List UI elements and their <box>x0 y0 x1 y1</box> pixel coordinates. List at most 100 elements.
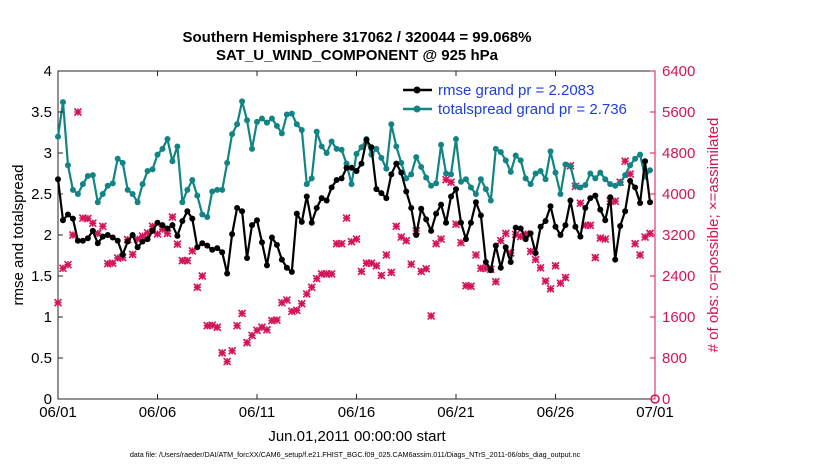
obs-assimilated-point <box>213 323 222 332</box>
totalspread-point <box>273 122 280 129</box>
y-tick-label-left: 3.5 <box>31 104 52 121</box>
rmse-point <box>179 218 186 225</box>
totalspread-point <box>199 211 206 218</box>
totalspread-point <box>647 167 654 174</box>
axes-layer: 0 0.5 1 1.5 2 2.5 3 3.5 4 0 800 1600 2400 3200 4000 480… <box>31 63 695 421</box>
rmse-point <box>229 231 236 238</box>
rmse-point <box>84 235 91 242</box>
totalspread-point <box>263 119 270 126</box>
obs-assimilated-point <box>392 222 401 231</box>
obs-assimilated-point <box>218 348 227 357</box>
rmse-point <box>562 222 569 229</box>
totalspread-point <box>532 170 539 177</box>
rmse-point <box>637 200 644 207</box>
obs-assimilated-point <box>541 277 550 286</box>
rmse-point <box>134 244 141 251</box>
totalspread-point <box>283 111 290 118</box>
rmse-point <box>502 244 509 251</box>
rmse-point <box>477 212 484 219</box>
rmse-point <box>398 169 405 176</box>
totalspread-point <box>562 161 569 168</box>
rmse-point <box>358 160 365 167</box>
rmse-point <box>189 215 196 222</box>
totalspread-point <box>139 181 146 188</box>
totalspread-point <box>64 162 71 169</box>
totalspread-point <box>164 136 171 143</box>
obs-assimilated-point <box>193 283 202 292</box>
totalspread-point <box>433 180 440 187</box>
totalspread-point <box>338 146 345 153</box>
x-axis-label: Jun.01,2011 00:00:00 start <box>268 428 446 445</box>
chart-title-line1: Southern Hemisphere 317062 / 320044 = 99… <box>183 29 532 46</box>
x-tick-label: 06/01 <box>39 404 77 421</box>
obs-assimilated-point <box>466 282 475 291</box>
totalspread-point <box>293 121 300 128</box>
rmse-point <box>363 136 370 143</box>
totalspread-point <box>567 163 574 170</box>
rmse-point <box>532 250 539 257</box>
rmse-point <box>418 205 425 212</box>
rmse-point <box>124 238 131 245</box>
obs-assimilated-point <box>262 325 272 334</box>
rmse-point <box>453 186 459 193</box>
rmse-point <box>497 264 504 271</box>
totalspread-point <box>557 191 564 197</box>
rmse-point <box>467 219 474 226</box>
rmse-point <box>184 208 191 215</box>
rmse-point <box>617 222 624 229</box>
obs-assimilated-point <box>437 235 446 244</box>
rmse-point <box>209 246 216 253</box>
totalspread-point <box>607 181 614 188</box>
totalspread-point <box>55 133 61 140</box>
y-tick-label-right: 4800 <box>662 145 695 162</box>
rmse-point <box>254 217 260 224</box>
totalspread-point <box>69 186 76 193</box>
y-tick-label-right: 2400 <box>662 268 695 285</box>
obs-assimilated-point <box>242 338 252 347</box>
totalspread-point <box>159 145 166 152</box>
totalspread-point <box>239 98 246 105</box>
totalspread-point <box>552 169 559 176</box>
obs-assimilated-point <box>456 238 466 247</box>
rmse-point <box>99 233 106 240</box>
rmse-point <box>492 242 499 249</box>
totalspread-point <box>487 197 494 204</box>
rmse-point <box>343 164 350 171</box>
totalspread-point <box>512 152 519 159</box>
totalspread-point <box>398 159 405 166</box>
totalspread-point <box>383 165 390 172</box>
rmse-point <box>174 232 181 239</box>
footer-file-path: data file: /Users/raeder/DAI/ATM_forcXX/… <box>130 450 581 459</box>
obs-assimilated-point <box>337 239 346 248</box>
totalspread-point <box>184 186 191 193</box>
obs-assimilated-point <box>526 247 535 256</box>
rmse-point <box>622 208 629 215</box>
totalspread-point <box>423 174 430 181</box>
rmse-point <box>89 227 96 234</box>
obs-assimilated-point <box>108 259 117 268</box>
totalspread-point <box>413 154 420 161</box>
totalspread-point <box>522 175 529 182</box>
rmse-point <box>55 176 61 183</box>
rmse-point <box>507 259 514 266</box>
rmse-point <box>268 234 275 241</box>
totalspread-point <box>278 130 285 137</box>
rmse-point <box>597 206 604 213</box>
obs-assimilated-point <box>471 250 480 260</box>
totalspread-point <box>547 148 554 155</box>
totalspread-point <box>204 213 211 220</box>
totalspread-point <box>79 181 86 188</box>
rmse-point <box>224 270 231 277</box>
rmse-point <box>482 259 489 266</box>
obs-assimilated-point <box>223 357 232 366</box>
rmse-point <box>169 222 176 229</box>
x-tick-label: 06/06 <box>139 404 177 421</box>
totalspread-point <box>129 191 136 197</box>
obs-assimilated-point <box>168 212 177 222</box>
totalspread-point <box>318 143 325 150</box>
rmse-point <box>607 194 614 201</box>
y-axis-label-right: # of obs: o=possible; ×=assimilated <box>705 118 722 353</box>
obs-assimilated-point <box>621 157 630 166</box>
totalspread-point <box>492 145 499 152</box>
